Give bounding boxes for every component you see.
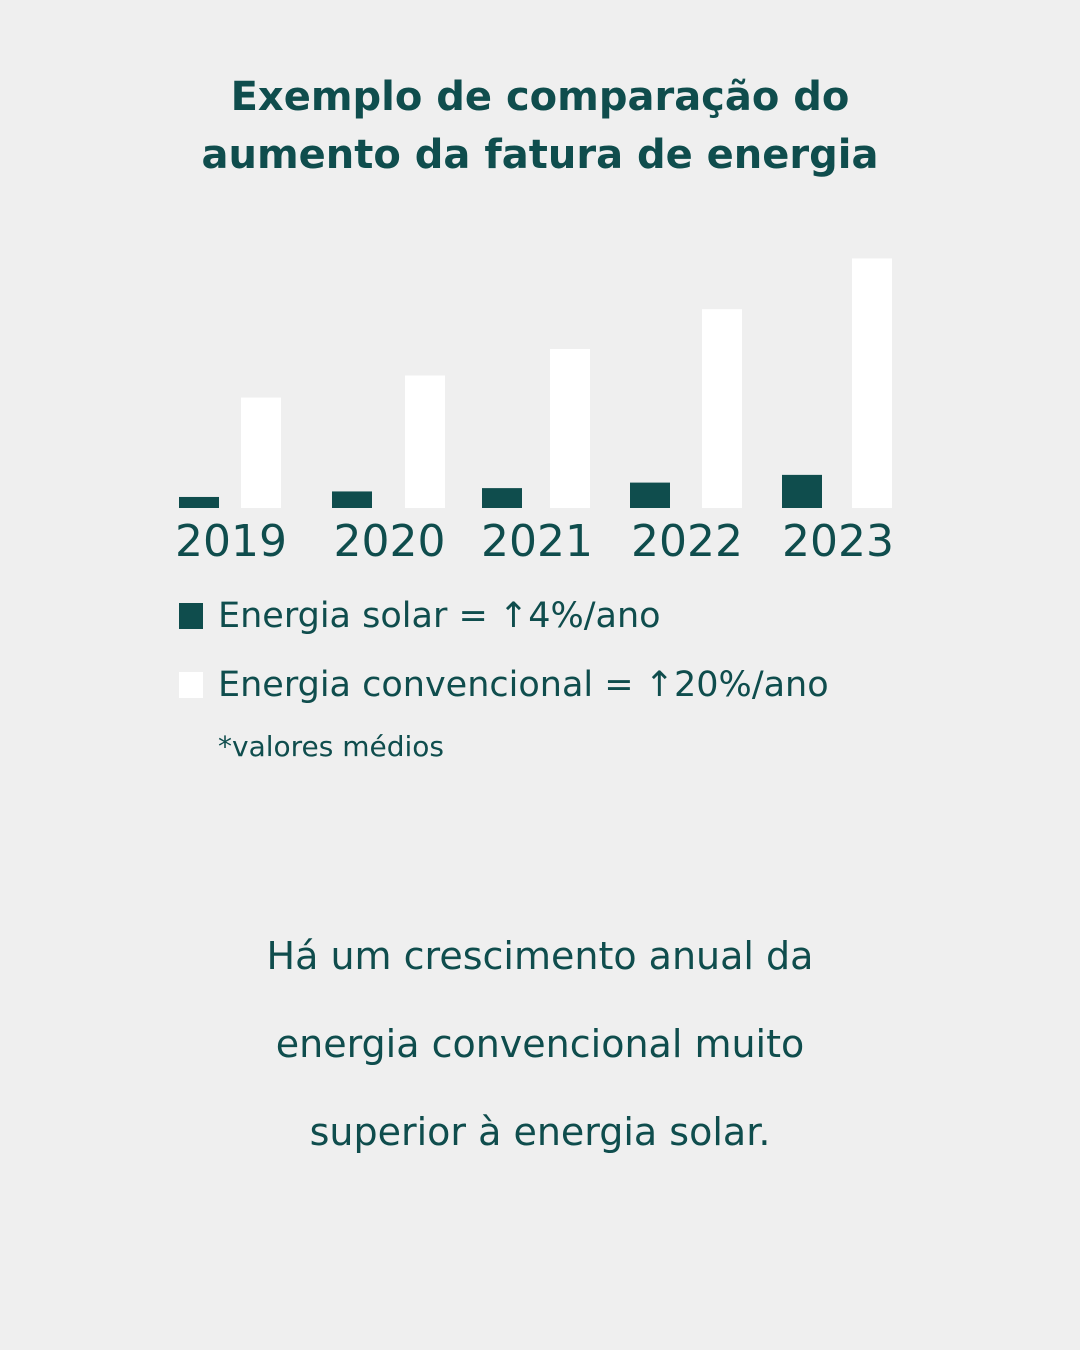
x-tick-label-2020: 2020: [334, 516, 446, 567]
statement-line-1: Há um crescimento anual da: [266, 934, 814, 978]
x-tick-label-2019: 2019: [175, 516, 287, 567]
legend-item-convencional: Energia convencional = ↑20%/ano: [179, 665, 829, 705]
legend-label-convencional: Energia convencional = ↑20%/ano: [218, 665, 829, 705]
chart-title-line-2: aumento da fatura de energia: [201, 132, 879, 178]
chart-title-line-1: Exemplo de comparação do: [230, 74, 850, 120]
legend-swatch-solar: [179, 603, 203, 629]
legend-label-solar: Energia solar = ↑4%/ano: [218, 596, 661, 636]
legend-swatch-convencional: [179, 672, 203, 698]
statement-text: Há um crescimento anual da energia conve…: [0, 912, 1080, 1176]
footnote: *valores médios: [218, 730, 445, 763]
bar-convencional-2021: [550, 348, 590, 508]
chart-title: Exemplo de comparação do aumento da fatu…: [0, 68, 1080, 184]
bar-solar-2022: [630, 482, 670, 508]
legend-item-solar: Energia solar = ↑4%/ano: [179, 596, 661, 636]
bar-convencional-2020: [405, 375, 445, 508]
bar-solar-2023: [782, 474, 822, 508]
bar-convencional-2022: [702, 309, 742, 508]
bar-solar-2019: [179, 496, 219, 508]
bar-chart: 2019 2020 2021 2022 2023: [175, 258, 894, 567]
statement-line-3: superior à energia solar.: [309, 1110, 771, 1154]
x-tick-label-2021: 2021: [481, 516, 593, 567]
x-tick-label-2022: 2022: [631, 516, 743, 567]
x-tick-label-2023: 2023: [782, 516, 894, 567]
statement-line-2: energia convencional muito: [275, 1022, 805, 1066]
bar-convencional-2023: [852, 258, 892, 508]
bar-convencional-2019: [241, 397, 281, 508]
bar-solar-2021: [482, 488, 522, 508]
bar-solar-2020: [332, 491, 372, 508]
